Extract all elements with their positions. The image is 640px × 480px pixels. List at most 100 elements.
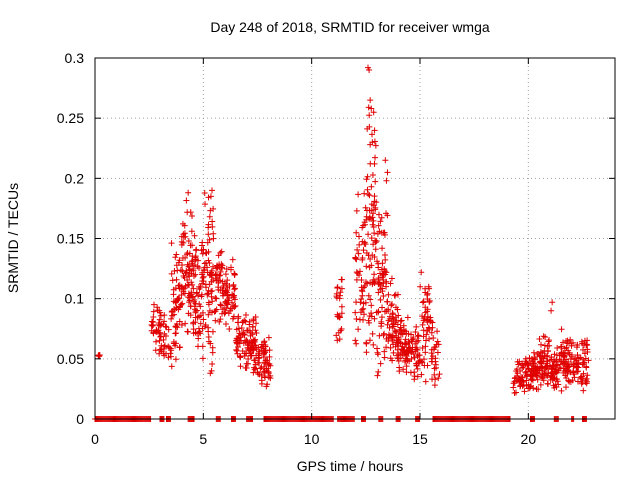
data-point — [193, 246, 200, 253]
data-point — [187, 242, 194, 249]
data-point — [338, 303, 345, 310]
data-point — [208, 293, 215, 300]
data-point — [193, 289, 200, 296]
data-point — [178, 322, 185, 329]
data-point — [395, 357, 402, 364]
data-point — [537, 348, 544, 355]
data-point — [511, 390, 518, 397]
data-point — [561, 345, 568, 352]
data-point — [574, 359, 581, 366]
data-point — [430, 346, 437, 353]
data-point — [189, 257, 196, 264]
data-point — [256, 354, 263, 361]
data-point — [179, 300, 186, 307]
data-point — [236, 353, 243, 360]
data-point — [422, 289, 429, 296]
data-point — [371, 193, 378, 200]
data-point — [366, 67, 373, 74]
data-point — [372, 154, 379, 161]
data-point — [195, 335, 202, 342]
data-point — [379, 304, 386, 311]
data-point — [253, 329, 260, 336]
data-point — [583, 341, 590, 348]
data-point — [338, 276, 345, 283]
data-point — [426, 297, 433, 304]
data-point — [569, 339, 576, 346]
data-point — [258, 347, 265, 354]
data-point — [422, 349, 429, 356]
data-point — [381, 308, 388, 315]
data-point — [212, 271, 219, 278]
data-point — [260, 363, 267, 370]
data-point — [150, 330, 157, 337]
data-point — [217, 272, 224, 279]
data-point — [570, 361, 577, 368]
data-point — [534, 376, 541, 383]
data-point — [95, 352, 102, 359]
data-point — [377, 296, 384, 303]
data-point — [210, 205, 217, 212]
data-point — [260, 351, 267, 358]
data-point — [356, 272, 363, 279]
data-point — [202, 281, 209, 288]
data-point — [418, 358, 425, 365]
data-point — [261, 369, 268, 376]
data-point — [383, 344, 390, 351]
y-axis-label: SRMTID / TECUs — [5, 183, 21, 293]
data-point — [371, 160, 378, 167]
data-point — [253, 320, 260, 327]
data-point — [365, 104, 372, 111]
data-point — [217, 268, 224, 275]
data-point — [150, 319, 157, 326]
data-point — [265, 334, 272, 341]
chart-title: Day 248 of 2018, SRMTID for receiver wmg… — [210, 19, 490, 35]
data-point — [551, 351, 558, 358]
data-point — [195, 330, 202, 337]
data-point — [175, 282, 182, 289]
data-point — [212, 295, 219, 302]
data-point — [544, 380, 551, 387]
data-point — [371, 271, 378, 278]
grid — [95, 58, 615, 419]
data-point — [359, 238, 366, 245]
data-point — [160, 336, 167, 343]
x-tick-label: 20 — [521, 431, 537, 447]
data-point — [172, 254, 179, 261]
data-point — [190, 285, 197, 292]
data-point — [428, 329, 435, 336]
data-point — [431, 365, 438, 372]
data-point — [157, 333, 164, 340]
data-point — [156, 316, 163, 323]
x-tick-label: 5 — [199, 431, 207, 447]
data-point — [375, 351, 382, 358]
data-point — [180, 234, 187, 241]
data-point — [539, 371, 546, 378]
data-point — [190, 266, 197, 273]
data-point — [540, 333, 547, 340]
data-point — [424, 327, 431, 334]
x-tick-label: 10 — [304, 431, 320, 447]
data-point — [231, 292, 238, 299]
data-point — [573, 364, 580, 371]
data-point — [179, 285, 186, 292]
data-point — [389, 311, 396, 318]
data-point — [394, 321, 401, 328]
data-point — [367, 141, 374, 148]
data-point — [403, 330, 410, 337]
data-point — [355, 191, 362, 198]
data-point — [434, 349, 441, 356]
data-point — [196, 265, 203, 272]
data-point — [372, 246, 379, 253]
data-point — [384, 321, 391, 328]
data-point — [424, 362, 431, 369]
data-point — [580, 346, 587, 353]
data-point — [512, 389, 519, 396]
data-point — [199, 309, 206, 316]
data-point — [222, 321, 229, 328]
data-point — [538, 360, 545, 367]
data-point — [183, 197, 190, 204]
data-point — [358, 276, 365, 283]
data-point — [168, 347, 175, 354]
data-point — [173, 276, 180, 283]
data-point — [548, 365, 555, 372]
